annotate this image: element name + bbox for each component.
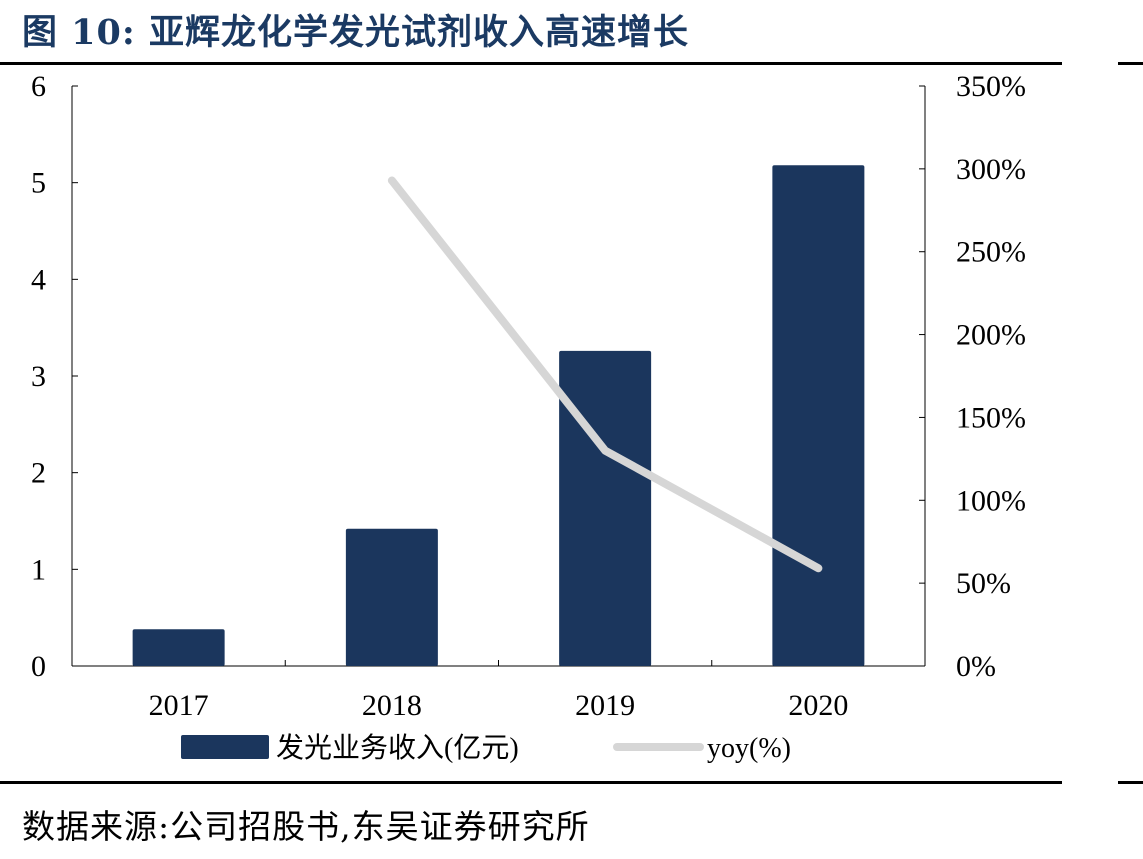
bottom-rule-stub — [1118, 781, 1143, 784]
right-tick-label: 250% — [956, 236, 1026, 269]
left-tick-label: 6 — [31, 70, 46, 103]
legend-swatch-bar — [181, 735, 269, 759]
right-tick-label: 0% — [956, 650, 996, 683]
legend-label-line: yoy(%) — [707, 733, 791, 764]
right-tick-label: 50% — [956, 567, 1011, 600]
bottom-rule — [0, 781, 1062, 784]
x-tick-label: 2019 — [575, 689, 635, 722]
top-rule — [0, 62, 1062, 65]
legend-label-bar: 发光业务收入(亿元) — [276, 732, 519, 764]
chart: 0 1 2 3 4 5 6 0% 50% 100% 150% 200% 250% 300% 350% 2017… — [31, 70, 1026, 764]
right-tick-label: 150% — [956, 401, 1026, 434]
legend: 发光业务收入(亿元) yoy(%) — [181, 732, 791, 764]
left-tick-label: 1 — [31, 553, 46, 586]
right-tick-label: 100% — [956, 484, 1026, 517]
x-tick-label: 2017 — [149, 689, 209, 722]
left-tick-label: 4 — [31, 263, 46, 296]
tick-labels: 0 1 2 3 4 5 6 0% 50% 100% 150% 200% 250% 300% 350% 2017… — [31, 70, 1026, 722]
top-rule-stub — [1118, 62, 1143, 65]
bar — [345, 528, 438, 666]
right-tick-label: 300% — [956, 153, 1026, 186]
bar — [559, 350, 652, 666]
right-tick-label: 350% — [956, 70, 1026, 103]
left-tick-label: 2 — [31, 457, 46, 490]
x-tick-label: 2018 — [362, 689, 422, 722]
x-tick-label: 2020 — [788, 689, 848, 722]
bar — [132, 629, 225, 666]
right-tick-label: 200% — [956, 319, 1026, 352]
source-note: 数据来源:公司招股书,东吴证券研究所 — [22, 807, 590, 846]
figure-title: 图 10: 亚辉龙化学发光试剂收入高速增长 — [22, 12, 689, 53]
left-tick-label: 5 — [31, 167, 46, 200]
left-tick-label: 0 — [31, 650, 46, 683]
left-tick-label: 3 — [31, 360, 46, 393]
line-series — [387, 176, 823, 573]
bar-series — [132, 165, 865, 666]
bar — [772, 165, 865, 666]
